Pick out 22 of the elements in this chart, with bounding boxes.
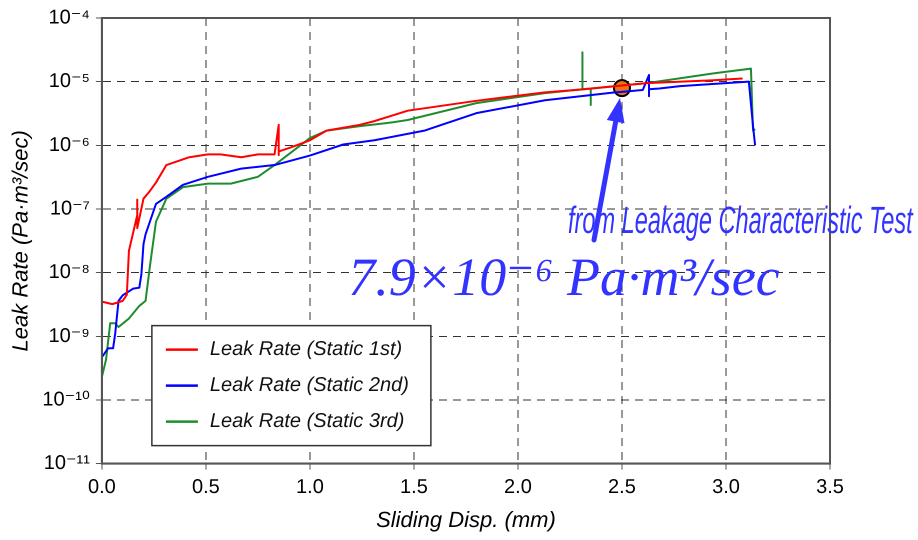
x-tick-label: 1.5 (400, 476, 428, 498)
y-tick-label: 10⁻⁷ (50, 197, 90, 220)
x-tick-label: 3.5 (816, 476, 844, 498)
legend-label: Leak Rate (Static 2nd) (210, 374, 409, 396)
y-tick-label: 10⁻⁸ (48, 261, 90, 284)
x-tick-label: 2.5 (608, 476, 636, 498)
x-tick-label: 3.0 (712, 476, 740, 498)
y-tick-label: 10⁻¹¹ (44, 452, 90, 474)
y-tick-label: 10⁻⁶ (48, 134, 90, 156)
y-axis-title: Leak Rate (Pa·m³/sec) (7, 130, 32, 352)
annotation: 7.9×10⁻⁶ Pa·m³/sec (348, 247, 780, 308)
x-axis-title: Sliding Disp. (mm) (376, 506, 556, 532)
y-tick-label: 10⁻⁹ (48, 324, 90, 347)
y-tick-label: 10⁻⁵ (48, 70, 90, 92)
y-tick-label: 10⁻⁴ (48, 6, 90, 29)
legend-label: Leak Rate (Static 3rd) (210, 410, 404, 432)
x-tick-label: 1.0 (296, 476, 324, 498)
y-tick-label: 10⁻¹⁰ (42, 388, 90, 410)
legend-label: Leak Rate (Static 1st) (210, 338, 402, 360)
x-tick-label: 0.5 (192, 476, 220, 498)
x-tick-label: 0.0 (88, 476, 116, 498)
x-tick-label: 2.0 (504, 476, 532, 498)
